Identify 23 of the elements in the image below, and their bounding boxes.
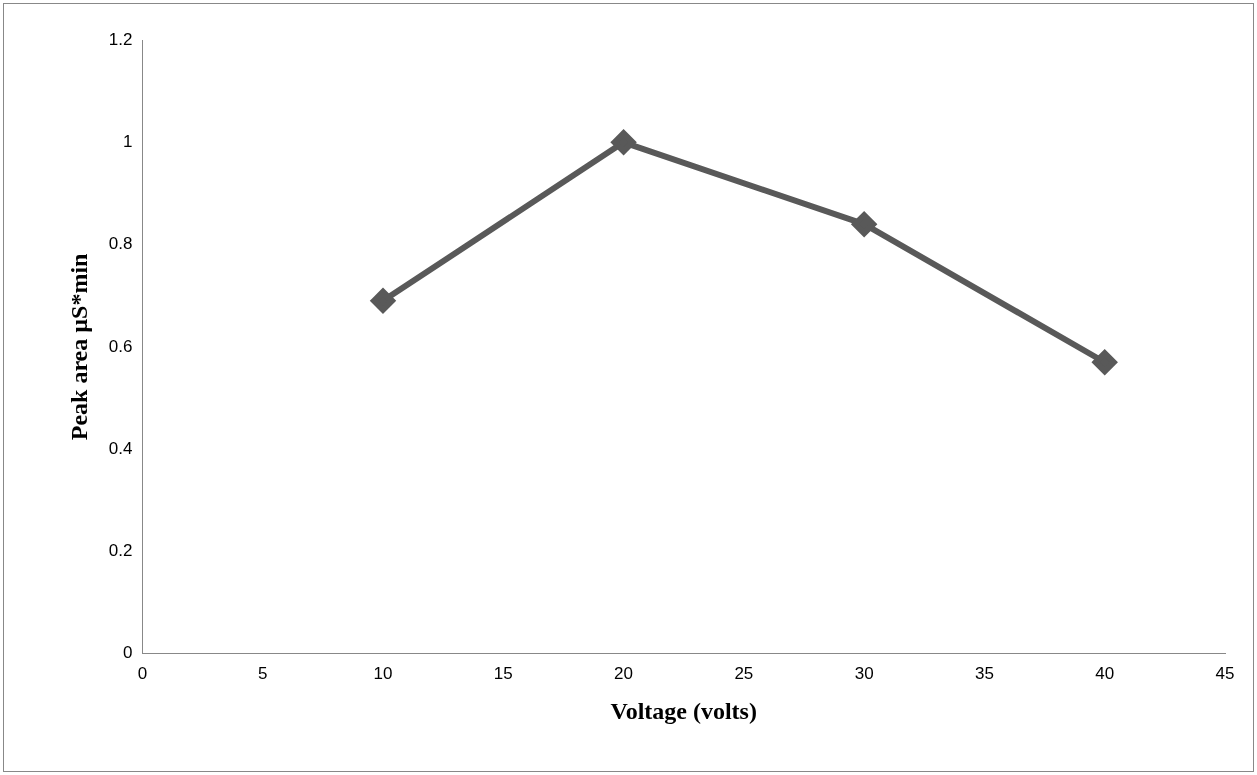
point — [611, 130, 636, 155]
y-tick-label: 1.2 — [108, 29, 133, 49]
y-tick-label: 0.4 — [108, 438, 133, 458]
x-tick-label: 15 — [493, 663, 513, 683]
point — [1092, 350, 1117, 375]
y-tick-label: 1 — [122, 131, 133, 151]
x-tick-label: 25 — [734, 663, 754, 683]
y-tick-label: 0.2 — [108, 541, 133, 561]
x-tick-label: 30 — [854, 663, 874, 683]
x-tick-label: 45 — [1215, 663, 1235, 683]
x-tick-label: 40 — [1095, 663, 1115, 683]
y-tick-label: 0 — [122, 643, 133, 663]
y-tick-label: 0.6 — [108, 336, 133, 356]
y-axis-title: Peak area µS*min — [65, 253, 92, 441]
x-tick-label: 5 — [257, 663, 268, 683]
x-tick-label: 0 — [137, 663, 148, 683]
x-tick-label: 10 — [373, 663, 393, 683]
point — [371, 288, 395, 313]
x-tick-label: 20 — [614, 663, 634, 683]
point — [852, 212, 877, 237]
x-axis-title: Voltage (volts) — [610, 697, 757, 724]
x-tick-label: 35 — [974, 663, 994, 683]
y-tick-label: 0.8 — [108, 234, 133, 254]
